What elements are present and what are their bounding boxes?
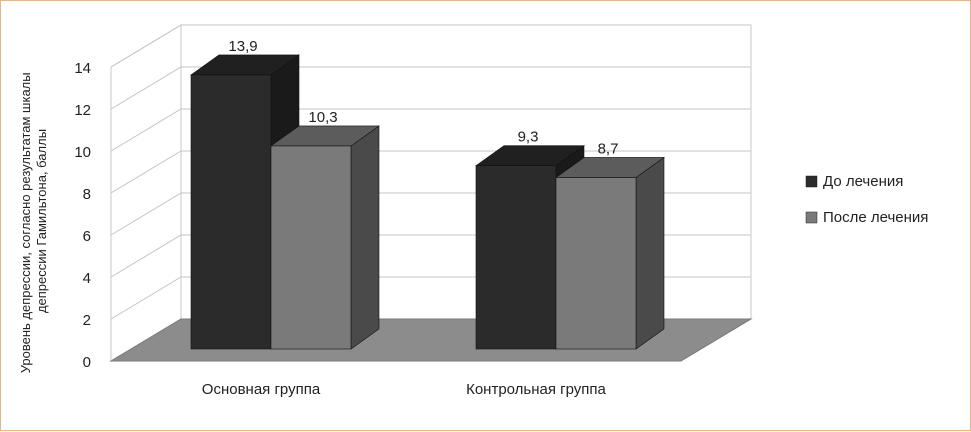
- gridline: [110, 108, 751, 152]
- bar-front: [555, 177, 637, 350]
- legend-label: До лечения: [823, 173, 903, 190]
- y-tick-label: 4: [83, 270, 91, 287]
- bar-side: [350, 125, 380, 350]
- x-tick-label: Контрольная группа: [466, 381, 606, 398]
- gridline: [110, 24, 751, 68]
- y-tick-label: 10: [74, 144, 91, 161]
- y-tick-label: 6: [83, 228, 91, 245]
- bar: [270, 125, 380, 350]
- bar-front: [475, 165, 557, 350]
- left-wall: [110, 24, 182, 362]
- data-label: 8,7: [598, 140, 619, 157]
- bar-side: [635, 156, 665, 350]
- data-labels: 13,9 10,3 9,3 8,7: [228, 38, 618, 158]
- y-axis-label-line-2: депрессии Гамильтона, баллы: [34, 129, 49, 313]
- y-axis-label: Уровень депрессии, согласно результатам …: [18, 69, 49, 374]
- legend-swatch: [805, 175, 818, 188]
- data-label: 10,3: [308, 109, 337, 126]
- y-tick-label: 8: [83, 186, 91, 203]
- y-tick-label: 2: [83, 312, 91, 329]
- y-axis-label-line-1: Уровень депрессии, согласно результатам …: [18, 72, 33, 373]
- legend-swatch: [805, 211, 818, 224]
- bar-front: [270, 145, 352, 350]
- data-label: 9,3: [518, 129, 539, 146]
- x-tick-labels: Основная группа Контрольная группа: [202, 381, 607, 398]
- x-tick-label: Основная группа: [202, 381, 321, 398]
- y-tick-label: 12: [74, 102, 91, 119]
- legend-label: После лечения: [823, 209, 928, 226]
- y-tick-label: 0: [83, 354, 91, 371]
- y-tick-label: 14: [74, 60, 91, 77]
- bar-front: [190, 74, 272, 350]
- bar: [190, 54, 300, 350]
- bar: [555, 156, 665, 350]
- bars: [190, 54, 665, 350]
- gridline: [110, 66, 751, 110]
- data-label: 13,9: [228, 38, 257, 55]
- y-tick-labels: 0 2 4 6 8 10 12 14: [74, 60, 91, 371]
- legend: До лечения После лечения: [805, 173, 928, 226]
